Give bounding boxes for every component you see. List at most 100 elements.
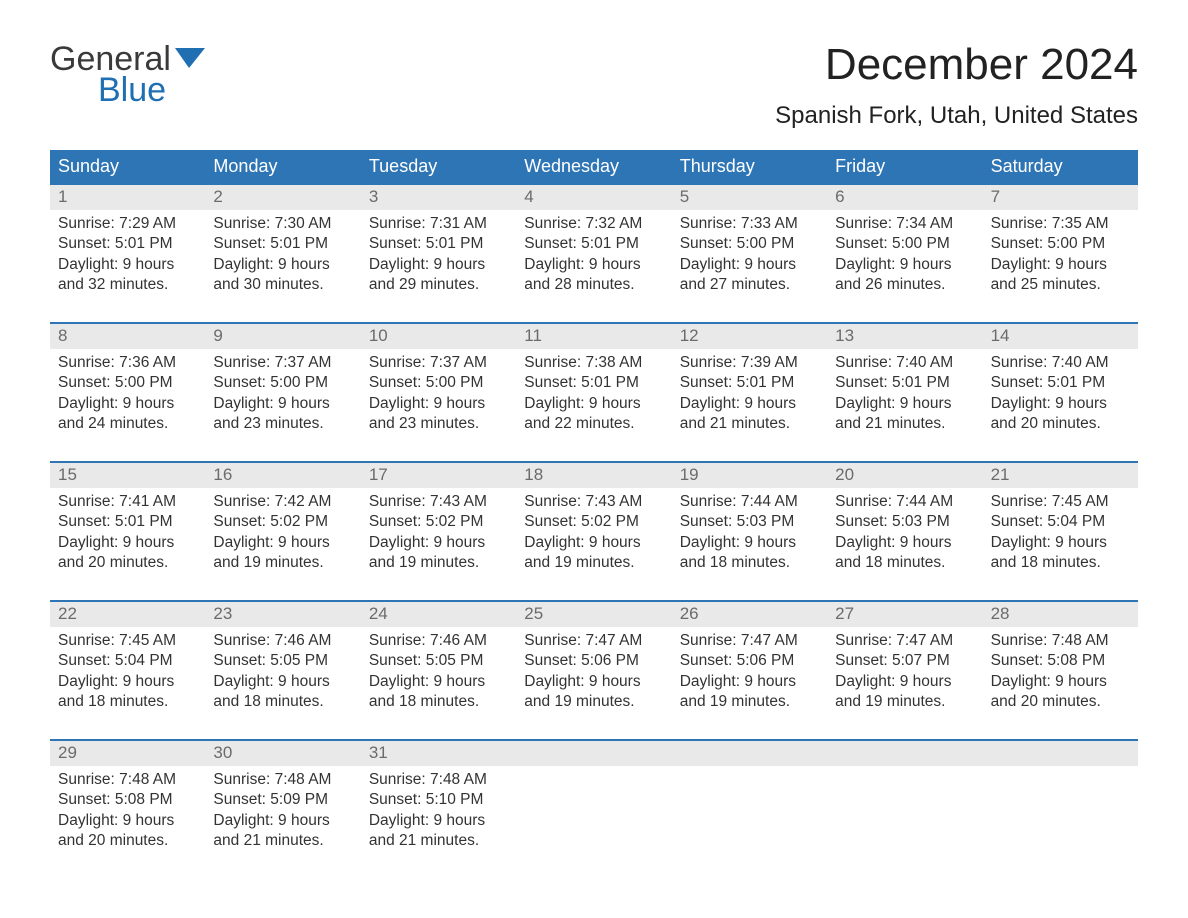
day-cell: Sunrise: 7:36 AMSunset: 5:00 PMDaylight:…: [50, 349, 205, 445]
week-row: 22232425262728Sunrise: 7:45 AMSunset: 5:…: [50, 600, 1138, 723]
day-sunset: Sunset: 5:08 PM: [991, 651, 1130, 671]
day-number: 24: [361, 602, 516, 627]
day-dl2: and 19 minutes.: [524, 692, 663, 712]
day-number: 2: [205, 185, 360, 210]
day-sunset: Sunset: 5:01 PM: [524, 373, 663, 393]
day-sunrise: Sunrise: 7:37 AM: [213, 353, 352, 373]
day-sunset: Sunset: 5:05 PM: [369, 651, 508, 671]
day-number: 14: [983, 324, 1138, 349]
dow-friday: Friday: [827, 150, 982, 183]
day-dl1: Daylight: 9 hours: [680, 672, 819, 692]
day-sunset: Sunset: 5:03 PM: [680, 512, 819, 532]
day-dl2: and 27 minutes.: [680, 275, 819, 295]
day-cell: [672, 766, 827, 862]
day-sunset: Sunset: 5:01 PM: [213, 234, 352, 254]
day-sunrise: Sunrise: 7:41 AM: [58, 492, 197, 512]
day-cell: Sunrise: 7:47 AMSunset: 5:06 PMDaylight:…: [672, 627, 827, 723]
day-sunset: Sunset: 5:09 PM: [213, 790, 352, 810]
day-sunset: Sunset: 5:01 PM: [991, 373, 1130, 393]
day-dl1: Daylight: 9 hours: [213, 533, 352, 553]
day-dl1: Daylight: 9 hours: [58, 394, 197, 414]
day-dl1: Daylight: 9 hours: [991, 255, 1130, 275]
day-of-week-header: Sunday Monday Tuesday Wednesday Thursday…: [50, 150, 1138, 183]
day-number: 27: [827, 602, 982, 627]
day-dl1: Daylight: 9 hours: [58, 533, 197, 553]
day-dl1: Daylight: 9 hours: [213, 811, 352, 831]
day-sunset: Sunset: 5:06 PM: [680, 651, 819, 671]
day-number: 19: [672, 463, 827, 488]
day-cell: Sunrise: 7:43 AMSunset: 5:02 PMDaylight:…: [516, 488, 671, 584]
header: General Blue December 2024 Spanish Fork,…: [50, 40, 1138, 144]
day-sunrise: Sunrise: 7:48 AM: [991, 631, 1130, 651]
day-sunrise: Sunrise: 7:42 AM: [213, 492, 352, 512]
day-sunset: Sunset: 5:08 PM: [58, 790, 197, 810]
day-number: 12: [672, 324, 827, 349]
day-sunset: Sunset: 5:07 PM: [835, 651, 974, 671]
week-row: 891011121314Sunrise: 7:36 AMSunset: 5:00…: [50, 322, 1138, 445]
day-sunset: Sunset: 5:03 PM: [835, 512, 974, 532]
day-dl1: Daylight: 9 hours: [524, 255, 663, 275]
dow-tuesday: Tuesday: [361, 150, 516, 183]
day-number: 1: [50, 185, 205, 210]
day-sunset: Sunset: 5:01 PM: [680, 373, 819, 393]
day-sunrise: Sunrise: 7:40 AM: [991, 353, 1130, 373]
day-dl1: Daylight: 9 hours: [680, 394, 819, 414]
daynum-strip: 1234567: [50, 185, 1138, 210]
day-sunrise: Sunrise: 7:46 AM: [213, 631, 352, 651]
day-dl2: and 29 minutes.: [369, 275, 508, 295]
day-number: 16: [205, 463, 360, 488]
day-sunrise: Sunrise: 7:48 AM: [213, 770, 352, 790]
location-subtitle: Spanish Fork, Utah, United States: [775, 102, 1138, 130]
day-number: 17: [361, 463, 516, 488]
day-dl1: Daylight: 9 hours: [680, 255, 819, 275]
day-number: 5: [672, 185, 827, 210]
day-dl2: and 23 minutes.: [213, 414, 352, 434]
logo: General Blue: [50, 40, 209, 110]
day-sunrise: Sunrise: 7:47 AM: [680, 631, 819, 651]
day-cell: Sunrise: 7:44 AMSunset: 5:03 PMDaylight:…: [827, 488, 982, 584]
day-cell: Sunrise: 7:29 AMSunset: 5:01 PMDaylight:…: [50, 210, 205, 306]
day-cell: Sunrise: 7:38 AMSunset: 5:01 PMDaylight:…: [516, 349, 671, 445]
day-cell: Sunrise: 7:37 AMSunset: 5:00 PMDaylight:…: [361, 349, 516, 445]
day-number: 10: [361, 324, 516, 349]
day-cell: Sunrise: 7:47 AMSunset: 5:06 PMDaylight:…: [516, 627, 671, 723]
day-sunrise: Sunrise: 7:44 AM: [835, 492, 974, 512]
day-dl1: Daylight: 9 hours: [213, 394, 352, 414]
day-number: 28: [983, 602, 1138, 627]
day-dl2: and 25 minutes.: [991, 275, 1130, 295]
day-dl1: Daylight: 9 hours: [835, 533, 974, 553]
day-dl2: and 18 minutes.: [680, 553, 819, 573]
day-cell: Sunrise: 7:45 AMSunset: 5:04 PMDaylight:…: [983, 488, 1138, 584]
day-sunset: Sunset: 5:01 PM: [58, 512, 197, 532]
day-dl1: Daylight: 9 hours: [369, 533, 508, 553]
day-dl2: and 21 minutes.: [369, 831, 508, 851]
day-sunrise: Sunrise: 7:43 AM: [524, 492, 663, 512]
day-dl1: Daylight: 9 hours: [369, 255, 508, 275]
daynum-strip: 891011121314: [50, 324, 1138, 349]
day-number: [672, 741, 827, 766]
day-sunrise: Sunrise: 7:48 AM: [58, 770, 197, 790]
day-sunset: Sunset: 5:01 PM: [58, 234, 197, 254]
day-sunset: Sunset: 5:04 PM: [58, 651, 197, 671]
day-sunrise: Sunrise: 7:35 AM: [991, 214, 1130, 234]
day-number: 3: [361, 185, 516, 210]
day-number: 8: [50, 324, 205, 349]
day-sunrise: Sunrise: 7:44 AM: [680, 492, 819, 512]
day-dl2: and 19 minutes.: [835, 692, 974, 712]
calendar: Sunday Monday Tuesday Wednesday Thursday…: [50, 150, 1138, 862]
day-sunrise: Sunrise: 7:45 AM: [991, 492, 1130, 512]
daynum-strip: 15161718192021: [50, 463, 1138, 488]
day-cell: Sunrise: 7:48 AMSunset: 5:08 PMDaylight:…: [50, 766, 205, 862]
day-cell: Sunrise: 7:45 AMSunset: 5:04 PMDaylight:…: [50, 627, 205, 723]
day-cell: Sunrise: 7:37 AMSunset: 5:00 PMDaylight:…: [205, 349, 360, 445]
day-dl2: and 30 minutes.: [213, 275, 352, 295]
day-number: 18: [516, 463, 671, 488]
day-sunset: Sunset: 5:10 PM: [369, 790, 508, 810]
day-sunset: Sunset: 5:02 PM: [524, 512, 663, 532]
day-dl2: and 18 minutes.: [835, 553, 974, 573]
day-dl2: and 20 minutes.: [991, 692, 1130, 712]
day-number: 7: [983, 185, 1138, 210]
day-dl2: and 21 minutes.: [213, 831, 352, 851]
day-dl2: and 24 minutes.: [58, 414, 197, 434]
day-sunset: Sunset: 5:06 PM: [524, 651, 663, 671]
